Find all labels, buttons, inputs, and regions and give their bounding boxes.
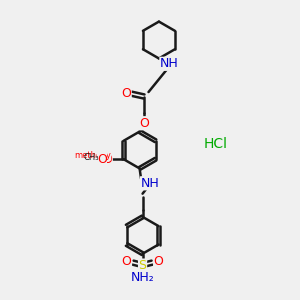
Text: O: O [122,255,131,268]
Text: NH: NH [160,57,179,70]
Text: S: S [139,259,147,272]
Text: O: O [139,117,149,130]
Text: O: O [121,87,131,100]
Text: methoxy: methoxy [74,151,111,160]
Text: O: O [154,255,164,268]
Text: NH₂: NH₂ [131,271,154,284]
Text: O: O [102,153,112,166]
Text: NH: NH [141,177,159,190]
Text: HCl: HCl [203,137,227,151]
Text: O: O [97,153,107,166]
Text: CH₃: CH₃ [83,153,99,162]
